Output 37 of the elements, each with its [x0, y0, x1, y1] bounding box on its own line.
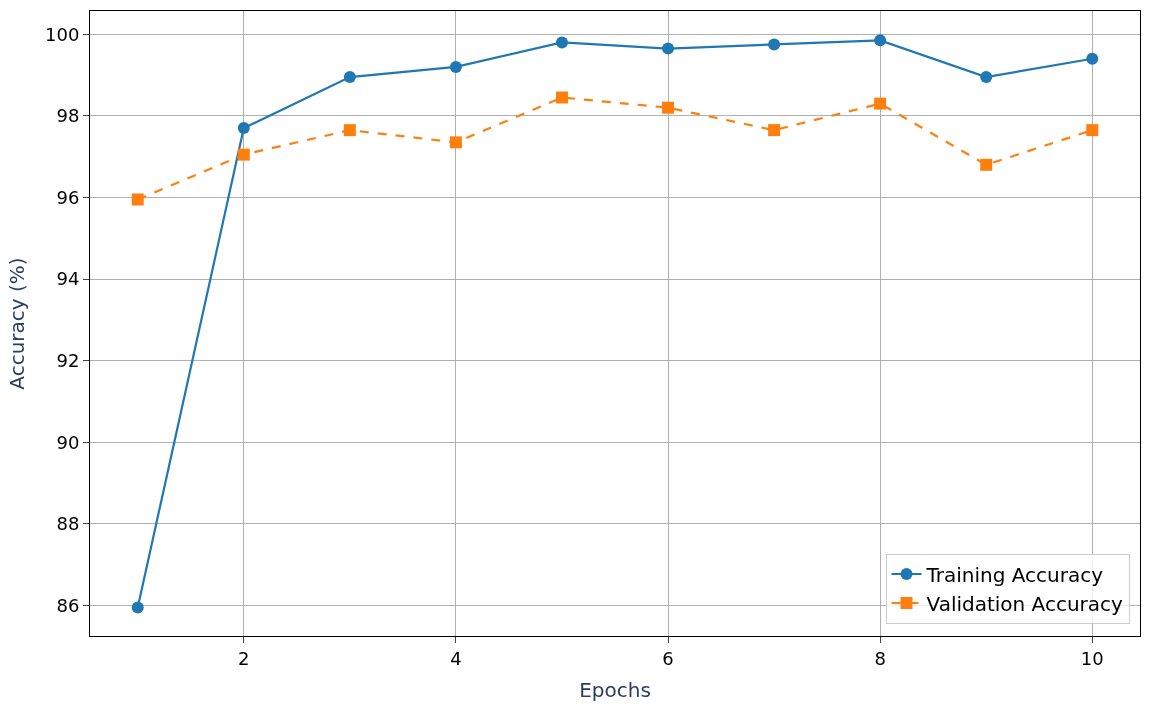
y-tick-label: 100 [45, 23, 80, 45]
y-tick-label: 96 [56, 186, 80, 208]
legend-label: Validation Accuracy [926, 591, 1124, 616]
point [131, 601, 144, 614]
x-axis-title: Epochs [579, 678, 651, 703]
x-tick-label: 6 [662, 647, 674, 669]
x-tick-label: 2 [238, 647, 250, 669]
point [662, 42, 675, 55]
y-tick-label: 98 [56, 105, 80, 127]
point [555, 36, 568, 49]
y-tick-label: 88 [56, 513, 80, 535]
point [555, 91, 568, 104]
point [768, 38, 781, 51]
y-axis-title: Accuracy (%) [4, 257, 29, 390]
point [343, 124, 356, 137]
point [980, 158, 993, 171]
point [449, 136, 462, 149]
point [980, 71, 993, 84]
y-tick-label: 86 [56, 594, 80, 616]
point [237, 148, 250, 161]
point [237, 122, 250, 135]
y-tick-label: 90 [56, 431, 80, 453]
point [874, 34, 887, 47]
point [1086, 52, 1099, 65]
point [343, 71, 356, 84]
y-tick-label: 92 [56, 349, 80, 371]
point [1086, 124, 1099, 137]
point [874, 97, 887, 110]
point [662, 101, 675, 114]
point [449, 60, 462, 73]
point [131, 193, 144, 206]
x-tick-label: 10 [1080, 647, 1104, 669]
point [768, 124, 781, 137]
x-tick-label: 8 [874, 647, 886, 669]
legend-label: Training Accuracy [925, 562, 1104, 587]
y-tick-label: 94 [56, 268, 80, 290]
x-tick-label: 4 [450, 647, 462, 669]
